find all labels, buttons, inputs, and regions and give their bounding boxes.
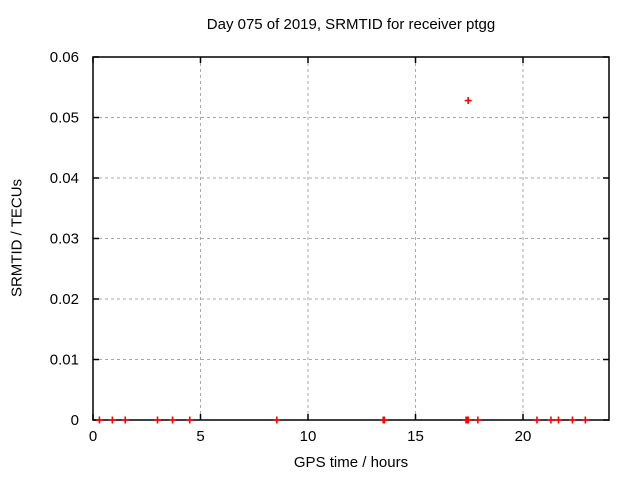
- chart-title: Day 075 of 2019, SRMTID for receiver ptg…: [206, 16, 496, 33]
- x-tick-label: 5: [196, 428, 204, 445]
- y-tick-label: 0.06: [50, 49, 79, 66]
- data-point-marker: [121, 416, 129, 424]
- data-point-marker: [474, 416, 482, 424]
- y-tick-label: 0.02: [50, 291, 79, 308]
- y-tick-label: 0: [71, 412, 79, 429]
- data-point-marker: [169, 416, 177, 424]
- data-point-marker: [533, 416, 541, 424]
- data-point-marker: [273, 416, 281, 424]
- data-point-marker: [154, 416, 161, 424]
- y-tick-label: 0.05: [50, 110, 79, 127]
- x-tick-label: 15: [407, 428, 424, 445]
- data-point-marker: [581, 416, 589, 424]
- data-point-marker: [380, 416, 388, 424]
- data-point-marker: [95, 416, 103, 424]
- data-point-marker: [568, 416, 576, 424]
- y-tick-label: 0.03: [50, 231, 79, 248]
- data-point-marker: [554, 416, 562, 424]
- data-point-marker: [464, 97, 472, 105]
- x-tick-label: 0: [89, 428, 97, 445]
- x-axis-title: GPS time / hours: [293, 454, 409, 471]
- data-point-marker: [108, 416, 116, 424]
- data-point-marker: [186, 416, 194, 424]
- y-tick-label: 0.01: [50, 352, 79, 369]
- x-tick-label: 10: [300, 428, 317, 445]
- y-tick-label: 0.04: [50, 170, 79, 187]
- x-tick-label: 20: [515, 428, 532, 445]
- data-point-marker: [464, 416, 472, 424]
- data-point-marker: [547, 416, 555, 424]
